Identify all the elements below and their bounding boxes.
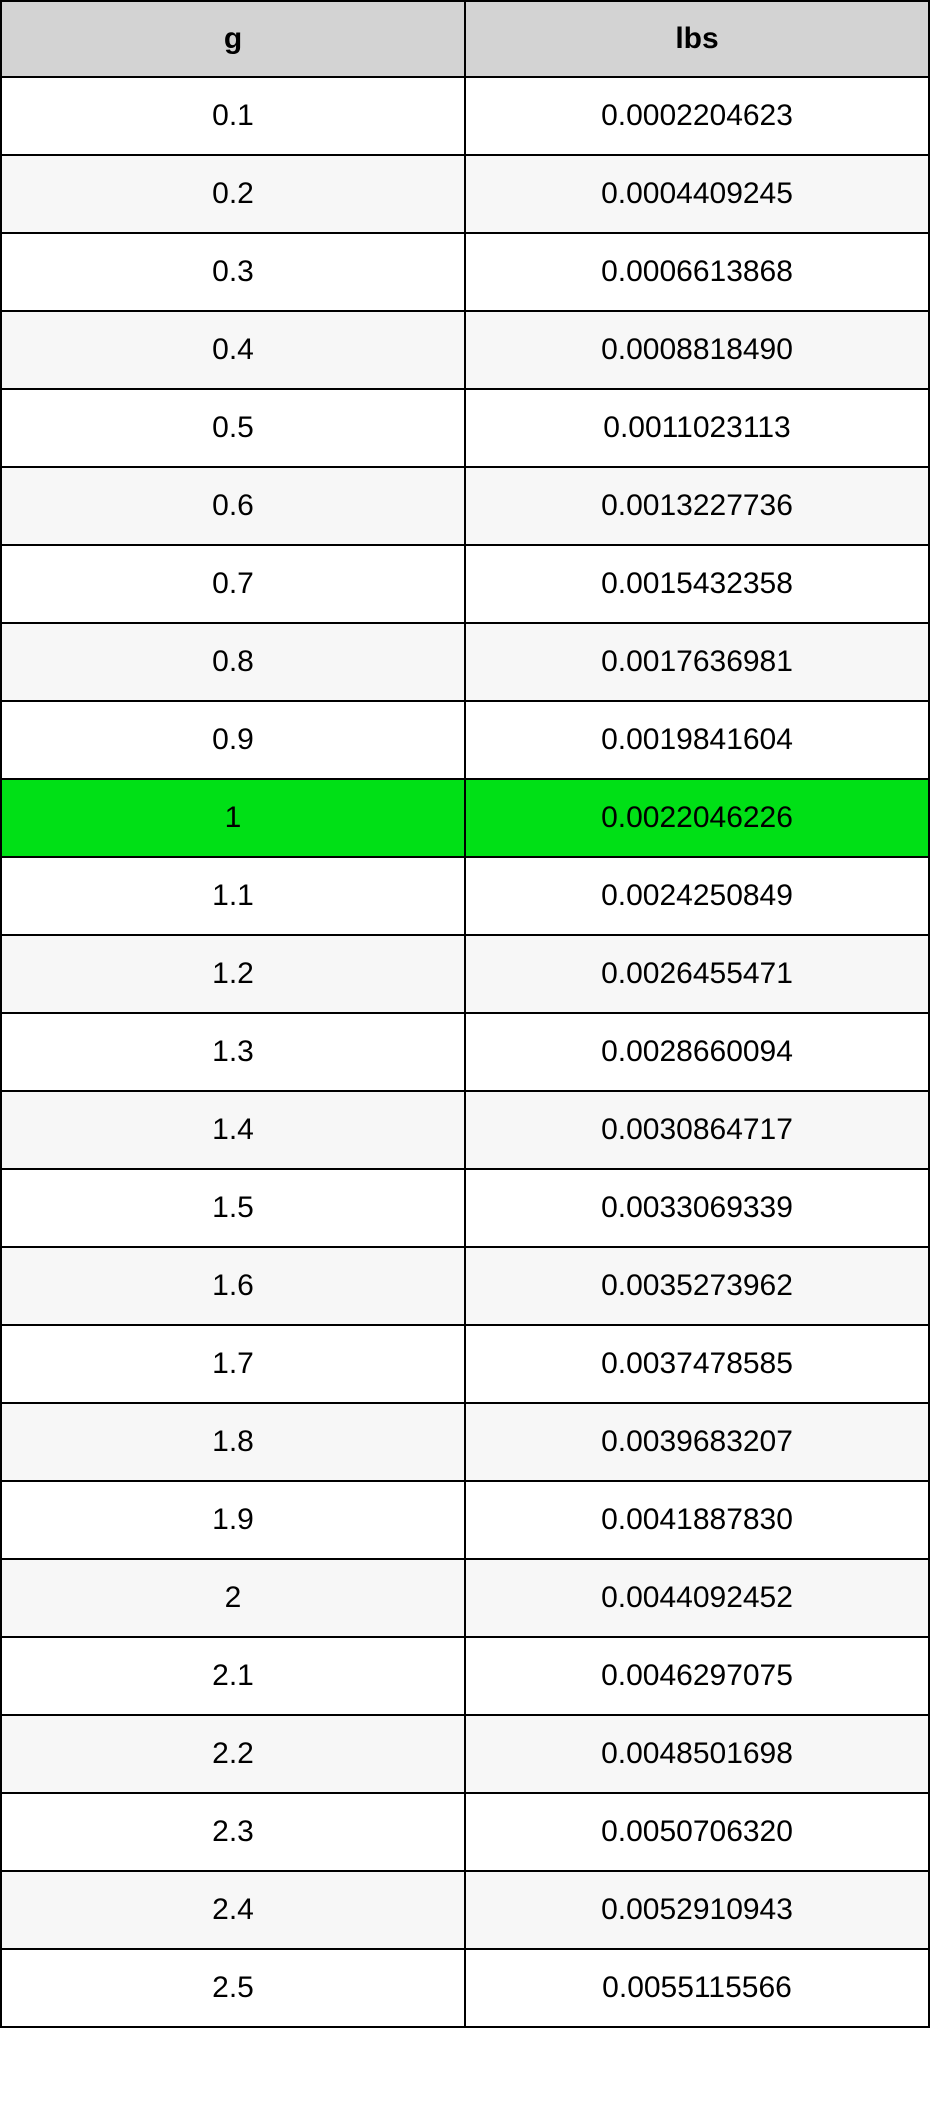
cell-lbs: 0.0041887830 bbox=[465, 1481, 929, 1559]
cell-g: 2.2 bbox=[1, 1715, 465, 1793]
cell-lbs: 0.0046297075 bbox=[465, 1637, 929, 1715]
cell-g: 1.4 bbox=[1, 1091, 465, 1169]
cell-g: 0.4 bbox=[1, 311, 465, 389]
table-row: 2.3 0.0050706320 bbox=[1, 1793, 929, 1871]
cell-lbs: 0.0028660094 bbox=[465, 1013, 929, 1091]
cell-g: 1.3 bbox=[1, 1013, 465, 1091]
cell-lbs: 0.0004409245 bbox=[465, 155, 929, 233]
cell-lbs: 0.0048501698 bbox=[465, 1715, 929, 1793]
cell-g: 0.5 bbox=[1, 389, 465, 467]
cell-lbs: 0.0011023113 bbox=[465, 389, 929, 467]
cell-g: 0.7 bbox=[1, 545, 465, 623]
cell-g: 1.5 bbox=[1, 1169, 465, 1247]
table-row: 1.4 0.0030864717 bbox=[1, 1091, 929, 1169]
cell-g: 1.6 bbox=[1, 1247, 465, 1325]
cell-g: 0.3 bbox=[1, 233, 465, 311]
table-row: 1.6 0.0035273962 bbox=[1, 1247, 929, 1325]
cell-g: 0.9 bbox=[1, 701, 465, 779]
cell-lbs: 0.0037478585 bbox=[465, 1325, 929, 1403]
cell-g: 2.1 bbox=[1, 1637, 465, 1715]
cell-lbs: 0.0039683207 bbox=[465, 1403, 929, 1481]
cell-g: 0.6 bbox=[1, 467, 465, 545]
cell-g: 2 bbox=[1, 1559, 465, 1637]
table-row: 0.5 0.0011023113 bbox=[1, 389, 929, 467]
cell-lbs: 0.0035273962 bbox=[465, 1247, 929, 1325]
cell-lbs: 0.0015432358 bbox=[465, 545, 929, 623]
table-row: 1.1 0.0024250849 bbox=[1, 857, 929, 935]
cell-lbs: 0.0033069339 bbox=[465, 1169, 929, 1247]
table-row: 0.4 0.0008818490 bbox=[1, 311, 929, 389]
cell-lbs: 0.0022046226 bbox=[465, 779, 929, 857]
table-row: 2.5 0.0055115566 bbox=[1, 1949, 929, 2027]
table-row: 1.7 0.0037478585 bbox=[1, 1325, 929, 1403]
table-row: 1.9 0.0041887830 bbox=[1, 1481, 929, 1559]
cell-lbs: 0.0024250849 bbox=[465, 857, 929, 935]
cell-g: 0.2 bbox=[1, 155, 465, 233]
cell-g: 1.7 bbox=[1, 1325, 465, 1403]
table-row: 2.4 0.0052910943 bbox=[1, 1871, 929, 1949]
cell-lbs: 0.0044092452 bbox=[465, 1559, 929, 1637]
cell-g: 1.1 bbox=[1, 857, 465, 935]
cell-lbs: 0.0030864717 bbox=[465, 1091, 929, 1169]
table-row: 1.5 0.0033069339 bbox=[1, 1169, 929, 1247]
table-row: 1.3 0.0028660094 bbox=[1, 1013, 929, 1091]
table-row: 2.1 0.0046297075 bbox=[1, 1637, 929, 1715]
table-row: 2.2 0.0048501698 bbox=[1, 1715, 929, 1793]
table-body: 0.1 0.0002204623 0.2 0.0004409245 0.3 0.… bbox=[1, 77, 929, 2027]
cell-lbs: 0.0006613868 bbox=[465, 233, 929, 311]
table-row: 1.8 0.0039683207 bbox=[1, 1403, 929, 1481]
cell-lbs: 0.0050706320 bbox=[465, 1793, 929, 1871]
cell-g: 2.3 bbox=[1, 1793, 465, 1871]
cell-lbs: 0.0026455471 bbox=[465, 935, 929, 1013]
cell-g: 0.8 bbox=[1, 623, 465, 701]
column-header-lbs: lbs bbox=[465, 1, 929, 77]
table-row: 0.2 0.0004409245 bbox=[1, 155, 929, 233]
cell-lbs: 0.0008818490 bbox=[465, 311, 929, 389]
table-row: 0.3 0.0006613868 bbox=[1, 233, 929, 311]
cell-lbs: 0.0017636981 bbox=[465, 623, 929, 701]
cell-g: 1.9 bbox=[1, 1481, 465, 1559]
table-row: 1.2 0.0026455471 bbox=[1, 935, 929, 1013]
cell-lbs: 0.0013227736 bbox=[465, 467, 929, 545]
table-row: 2 0.0044092452 bbox=[1, 1559, 929, 1637]
cell-g: 0.1 bbox=[1, 77, 465, 155]
cell-g: 1.2 bbox=[1, 935, 465, 1013]
cell-g: 2.5 bbox=[1, 1949, 465, 2027]
cell-lbs: 0.0052910943 bbox=[465, 1871, 929, 1949]
table-row: 0.7 0.0015432358 bbox=[1, 545, 929, 623]
table-row: 0.9 0.0019841604 bbox=[1, 701, 929, 779]
cell-lbs: 0.0055115566 bbox=[465, 1949, 929, 2027]
cell-g: 1 bbox=[1, 779, 465, 857]
cell-lbs: 0.0019841604 bbox=[465, 701, 929, 779]
cell-lbs: 0.0002204623 bbox=[465, 77, 929, 155]
cell-g: 2.4 bbox=[1, 1871, 465, 1949]
column-header-g: g bbox=[1, 1, 465, 77]
table-row: 0.6 0.0013227736 bbox=[1, 467, 929, 545]
table-row: 0.1 0.0002204623 bbox=[1, 77, 929, 155]
table-row-highlighted: 1 0.0022046226 bbox=[1, 779, 929, 857]
table-row: 0.8 0.0017636981 bbox=[1, 623, 929, 701]
table-header-row: g lbs bbox=[1, 1, 929, 77]
conversion-table: g lbs 0.1 0.0002204623 0.2 0.0004409245 … bbox=[0, 0, 930, 2028]
cell-g: 1.8 bbox=[1, 1403, 465, 1481]
